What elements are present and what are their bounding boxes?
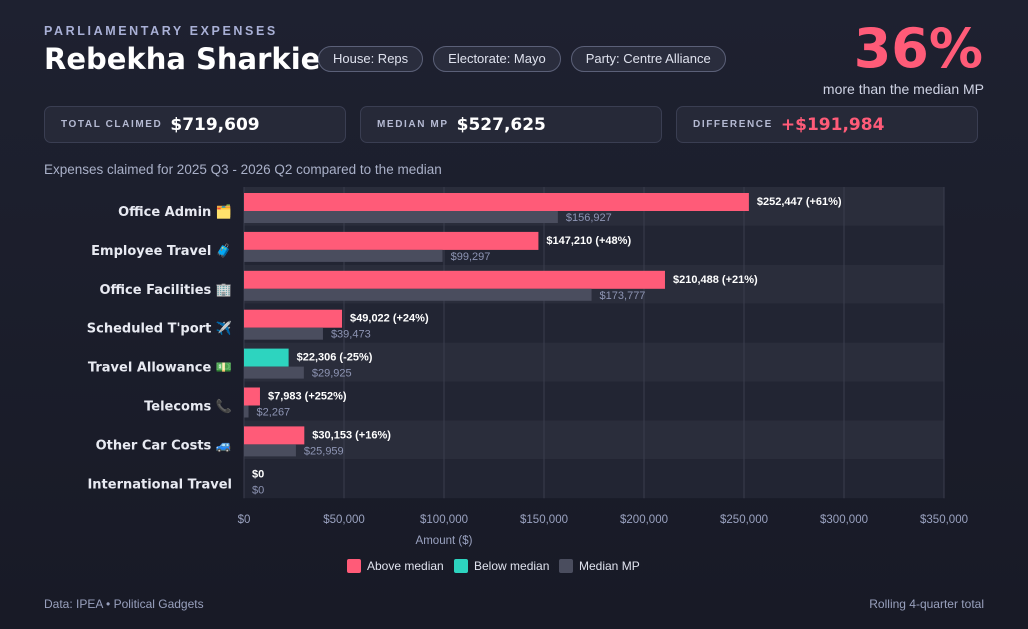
median-bar bbox=[244, 405, 249, 418]
legend-label: Median MP bbox=[579, 559, 640, 573]
legend-swatch bbox=[454, 559, 468, 573]
median-bar bbox=[244, 366, 304, 379]
stat-value: +$191,984 bbox=[780, 114, 885, 135]
x-tick-label: $50,000 bbox=[323, 514, 365, 526]
median-value-label: $25,959 bbox=[304, 445, 344, 457]
legend-label: Above median bbox=[367, 559, 444, 573]
category-label: Scheduled T'port ✈️ bbox=[87, 320, 232, 337]
stat-label: TOTAL CLAIMED bbox=[61, 119, 163, 130]
row-band bbox=[244, 459, 944, 499]
category-label: Office Facilities 🏢 bbox=[99, 283, 232, 298]
median-value-label: $29,925 bbox=[312, 368, 352, 380]
stat-total-claimed: TOTAL CLAIMED $719,609 bbox=[44, 106, 346, 143]
member-value-label: $30,153 (+16%) bbox=[312, 429, 391, 441]
pill-electorate: Electorate: Mayo bbox=[433, 46, 561, 72]
stat-median-mp: MEDIAN MP $527,625 bbox=[360, 106, 662, 143]
legend-swatch bbox=[559, 559, 573, 573]
footer-note: Rolling 4-quarter total bbox=[869, 597, 984, 611]
row-band bbox=[244, 342, 944, 382]
headline-percentage: 36% bbox=[853, 17, 983, 80]
median-value-label: $156,927 bbox=[566, 212, 612, 224]
x-tick-label: $250,000 bbox=[720, 514, 768, 526]
member-bar bbox=[244, 193, 749, 211]
legend-label: Below median bbox=[474, 559, 549, 573]
row-band bbox=[244, 381, 944, 421]
stat-difference: DIFFERENCE +$191,984 bbox=[676, 106, 978, 143]
member-bar bbox=[244, 231, 539, 250]
median-value-label: $173,777 bbox=[600, 290, 646, 302]
data-source: Data: IPEA • Political Gadgets bbox=[44, 597, 204, 611]
chart-caption: Expenses claimed for 2025 Q3 - 2026 Q2 c… bbox=[44, 162, 442, 177]
median-bar bbox=[244, 444, 296, 457]
mp-name: Rebekha Sharkie bbox=[44, 42, 321, 76]
stat-label: MEDIAN MP bbox=[377, 119, 449, 130]
member-bar bbox=[244, 387, 260, 406]
info-pills: House: Reps Electorate: Mayo Party: Cent… bbox=[318, 46, 726, 72]
median-value-label: $39,473 bbox=[331, 329, 371, 341]
x-tick-label: $100,000 bbox=[420, 514, 468, 526]
category-label: Travel Allowance 💵 bbox=[88, 361, 232, 376]
category-label: Employee Travel 🧳 bbox=[91, 243, 232, 259]
category-label: Telecoms 📞 bbox=[144, 398, 233, 415]
x-tick-label: $150,000 bbox=[520, 514, 568, 526]
section-eyebrow: PARLIAMENTARY EXPENSES bbox=[44, 24, 278, 38]
pill-party: Party: Centre Alliance bbox=[570, 46, 726, 72]
category-label: Other Car Costs 🚙 bbox=[96, 438, 232, 453]
category-label: Office Admin 🗂️ bbox=[118, 204, 232, 220]
headline-subtitle: more than the median MP bbox=[822, 81, 984, 97]
stat-value: $719,609 bbox=[170, 114, 260, 135]
median-value-label: $2,267 bbox=[257, 407, 291, 419]
member-bar bbox=[244, 426, 305, 445]
x-tick-label: $0 bbox=[238, 514, 251, 526]
median-value-label: $0 bbox=[252, 484, 264, 496]
median-bar bbox=[244, 327, 323, 340]
stat-label: DIFFERENCE bbox=[693, 119, 773, 130]
member-bar bbox=[244, 348, 289, 367]
x-tick-label: $300,000 bbox=[820, 514, 868, 526]
member-bar bbox=[244, 270, 665, 289]
row-band bbox=[244, 420, 944, 460]
member-value-label: $22,306 (-25%) bbox=[297, 352, 373, 364]
member-bar bbox=[244, 309, 343, 328]
member-value-label: $0 bbox=[252, 468, 264, 480]
stat-cards: TOTAL CLAIMED $719,609 MEDIAN MP $527,62… bbox=[44, 106, 978, 143]
member-value-label: $252,447 (+61%) bbox=[757, 196, 842, 208]
member-value-label: $147,210 (+48%) bbox=[546, 235, 631, 247]
pill-house: House: Reps bbox=[318, 46, 424, 72]
median-value-label: $99,297 bbox=[451, 251, 491, 263]
legend-swatch bbox=[347, 559, 361, 573]
stat-value: $527,625 bbox=[456, 114, 546, 135]
median-bar bbox=[244, 249, 443, 262]
category-label: International Travel bbox=[87, 477, 232, 492]
member-value-label: $7,983 (+252%) bbox=[268, 391, 347, 403]
median-bar bbox=[244, 211, 558, 223]
x-axis-label: Amount ($) bbox=[416, 535, 473, 547]
x-tick-label: $350,000 bbox=[920, 514, 968, 526]
median-bar bbox=[244, 288, 592, 301]
member-value-label: $49,022 (+24%) bbox=[350, 313, 429, 325]
member-value-label: $210,488 (+21%) bbox=[673, 274, 758, 286]
x-tick-label: $200,000 bbox=[620, 514, 668, 526]
row-band bbox=[244, 303, 944, 343]
